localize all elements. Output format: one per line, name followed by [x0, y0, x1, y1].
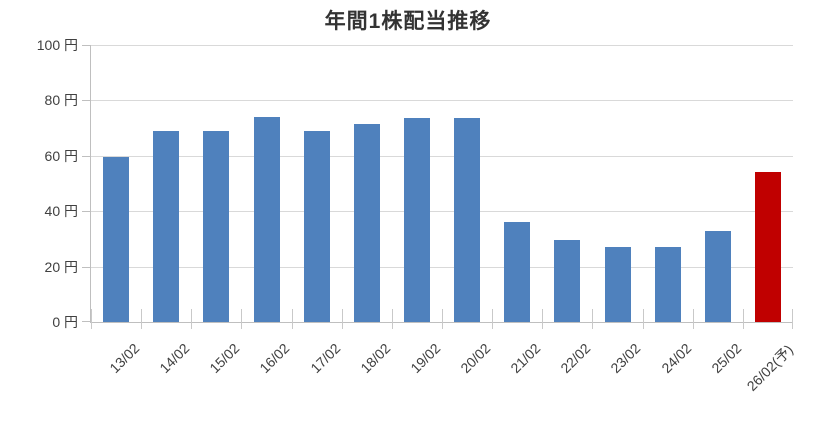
bar-16/02: [253, 117, 280, 322]
y-axis-label-80: 80 円: [44, 92, 78, 109]
x-axis-label-24/02: 24/02: [657, 340, 694, 377]
bar-18/02: [353, 123, 380, 322]
bar-24/02: [654, 247, 681, 322]
y-axis-tick-60: [82, 155, 91, 157]
bar-23/02: [604, 247, 631, 322]
bar-21/02: [504, 222, 531, 322]
x-axis-tick-0: [91, 309, 92, 329]
x-axis-tick-11: [642, 309, 644, 329]
gridline-100: [91, 45, 793, 46]
chart-title: 年間1株配当推移: [324, 10, 492, 33]
y-axis-tick-40: [82, 211, 91, 213]
x-axis-tick-2: [191, 309, 193, 329]
plot-area: [82, 45, 793, 329]
gridline-20: [91, 266, 793, 268]
bar-25/02: [704, 230, 731, 322]
x-axis-label-14/02: 14/02: [156, 340, 193, 377]
x-axis-label-21/02: 21/02: [507, 340, 544, 377]
y-axis-label-20: 20 円: [44, 258, 78, 275]
bar-26/02(予): [754, 172, 781, 322]
x-axis-tick-6: [391, 309, 393, 329]
x-axis-tick-10: [592, 309, 594, 329]
y-axis-label-100: 100 円: [36, 37, 78, 53]
x-axis-tick-14: [792, 309, 793, 329]
x-axis-label-22/02: 22/02: [557, 340, 594, 377]
bar-13/02: [103, 157, 130, 322]
bar-22/02: [554, 240, 581, 322]
x-axis-label-18/02: 18/02: [357, 340, 394, 377]
x-axis-label-17/02: 17/02: [306, 340, 343, 377]
x-axis-label-13/02: 13/02: [106, 340, 143, 377]
bar-14/02: [153, 130, 180, 322]
bar-15/02: [203, 130, 230, 322]
x-axis-label-20/02: 20/02: [457, 340, 494, 377]
x-axis-label-25/02: 25/02: [708, 340, 745, 377]
x-axis-label-19/02: 19/02: [407, 340, 444, 377]
y-axis-label-0: 0 円: [52, 314, 78, 330]
gridline-40: [91, 211, 793, 213]
x-axis-tick-9: [542, 309, 544, 329]
x-axis-tick-5: [341, 309, 343, 329]
x-axis-tick-7: [442, 309, 443, 329]
x-axis-tick-8: [492, 309, 494, 329]
x-axis-label-15/02: 15/02: [206, 340, 243, 377]
y-axis-tick-20: [82, 266, 91, 268]
x-axis-tick-3: [241, 309, 243, 329]
x-axis-tick-12: [692, 309, 694, 329]
y-axis-tick-80: [82, 100, 91, 102]
bar-19/02: [403, 118, 430, 322]
x-axis-label-26/02(予): 26/02(予): [743, 341, 796, 394]
x-axis-tick-4: [291, 309, 293, 329]
gridline-80: [91, 100, 793, 102]
y-axis-tick-100: [82, 45, 91, 46]
x-axis-tick-13: [742, 309, 744, 329]
x-axis-tick-1: [141, 309, 143, 329]
gridline-60: [91, 155, 793, 157]
y-axis-label-40: 40 円: [44, 203, 78, 220]
y-axis-label-60: 60 円: [44, 147, 78, 164]
bar-17/02: [303, 130, 330, 322]
y-axis-tick-0: [82, 321, 91, 322]
x-axis-label-16/02: 16/02: [256, 340, 293, 377]
bar-20/02: [454, 118, 481, 322]
x-axis-label-23/02: 23/02: [607, 340, 644, 377]
